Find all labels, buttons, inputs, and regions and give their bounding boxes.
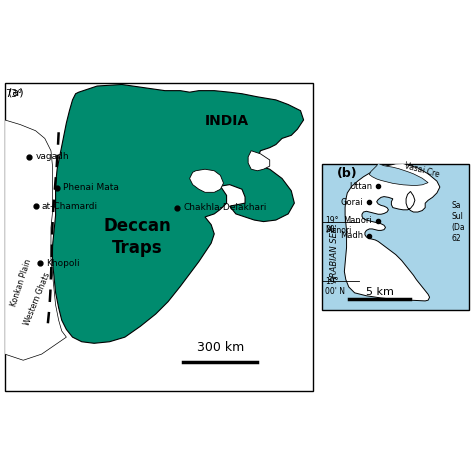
- Polygon shape: [369, 164, 428, 185]
- Text: Manori: Manori: [344, 216, 372, 225]
- Polygon shape: [5, 120, 66, 360]
- Polygon shape: [248, 151, 270, 171]
- Text: 5 km: 5 km: [365, 286, 393, 297]
- Text: ARABIAN SEA: ARABIAN SEA: [330, 226, 339, 283]
- Text: (a): (a): [8, 88, 23, 98]
- Text: 300 km: 300 km: [197, 341, 244, 354]
- Text: 19°
00' N: 19° 00' N: [325, 277, 345, 296]
- Polygon shape: [53, 84, 304, 343]
- Text: Madh: Madh: [340, 231, 364, 240]
- Polygon shape: [190, 169, 224, 192]
- Text: 19°
20': 19° 20': [325, 216, 339, 235]
- Text: Deccan
Traps: Deccan Traps: [103, 217, 171, 257]
- Text: Chakhla-Delakhari: Chakhla-Delakhari: [183, 203, 267, 212]
- Text: Vasai Cre: Vasai Cre: [403, 161, 440, 179]
- Text: Manori: Manori: [325, 226, 352, 235]
- Text: Sa
Sul
(Da
62: Sa Sul (Da 62: [452, 201, 465, 244]
- Text: vagadh: vagadh: [36, 153, 69, 161]
- Text: (b): (b): [337, 167, 358, 180]
- Text: at-Chamardi: at-Chamardi: [42, 202, 98, 210]
- Text: Phenai Mata: Phenai Mata: [64, 183, 119, 192]
- Text: Konkan Plain: Konkan Plain: [10, 258, 34, 308]
- Text: 73°: 73°: [5, 89, 22, 99]
- Text: Khopoli: Khopoli: [46, 259, 80, 268]
- Text: INDIA: INDIA: [204, 114, 249, 128]
- Text: Gorai: Gorai: [341, 198, 364, 207]
- Polygon shape: [344, 164, 440, 301]
- Text: Uttan: Uttan: [349, 182, 372, 191]
- Text: Western Ghats: Western Ghats: [22, 271, 52, 327]
